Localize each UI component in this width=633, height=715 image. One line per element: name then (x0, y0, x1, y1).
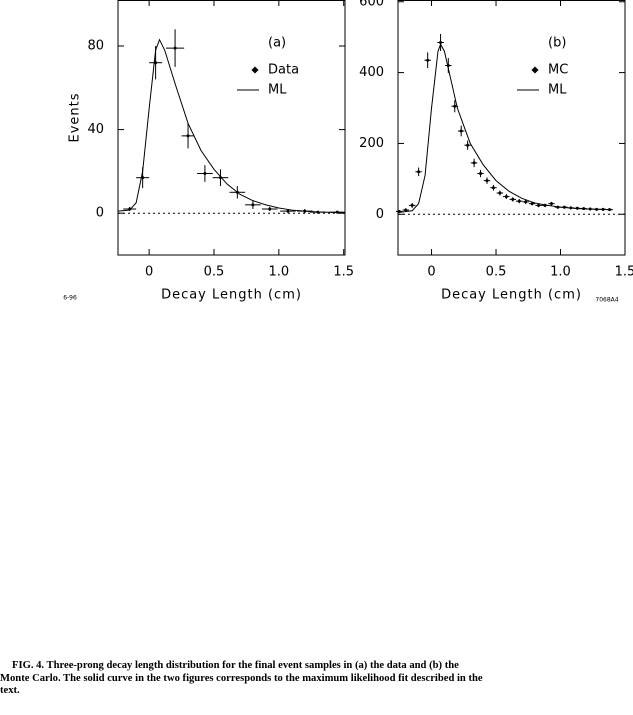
caption: FIG. 4. Three-prong decay length distrib… (0, 660, 633, 698)
data-point (537, 203, 541, 207)
legend-label: MC (548, 63, 568, 78)
figure-code: 7068A4 (595, 297, 618, 304)
data-point (286, 209, 290, 213)
plot-frame (397, 0, 626, 256)
data-point (524, 200, 528, 204)
caption-line: Monte Carlo. The solid curve in the two … (0, 672, 483, 684)
legend-label: ML (548, 83, 567, 98)
data-point (410, 203, 414, 207)
data-point (426, 58, 430, 62)
figure: 0 0.5 1.0 1.5 0 40 80 Decay Length (cm) Events (a… (63, 0, 633, 304)
legend-label: ML (268, 83, 287, 98)
y-tick-label: 400 (359, 65, 384, 80)
y-tick-label: 0 (96, 206, 104, 221)
data-point (404, 208, 408, 212)
data-point (498, 191, 502, 195)
data-point (459, 129, 463, 133)
legend-marker (531, 66, 539, 74)
data-point (479, 172, 483, 176)
fit-curve (117, 38, 344, 214)
x-tick-label: 0 (145, 265, 153, 280)
y-tick-label: 600 (359, 0, 384, 9)
caption-line: FIG. 4. Three-prong decay length distrib… (12, 660, 459, 671)
data-point (453, 104, 457, 108)
x-tick-label: 0 (427, 265, 435, 280)
data-point (186, 134, 190, 138)
data-point (466, 143, 470, 147)
data-point (504, 195, 508, 199)
caption-line: text. (0, 685, 20, 696)
x-tick-label: 1.0 (550, 265, 571, 280)
data-point (549, 202, 553, 206)
x-tick-label: 1.0 (269, 265, 290, 280)
data-point (517, 199, 521, 203)
y-axis-label: Events (68, 92, 83, 142)
x-tick-label: 1.5 (615, 265, 633, 280)
data-point (511, 197, 515, 201)
data-point (203, 171, 207, 175)
y-tick-label: 80 (87, 38, 104, 53)
y-tick-label: 0 (376, 207, 384, 222)
x-tick-label: 1.5 (333, 265, 354, 280)
data-point (154, 61, 158, 65)
data-point (417, 170, 421, 174)
data-point (251, 203, 255, 207)
x-axis-label: Decay Length (cm) (441, 288, 582, 303)
panel-label: (b) (548, 36, 566, 51)
data-point (472, 161, 476, 165)
y-tick-label: 200 (359, 136, 384, 151)
data-point (268, 207, 272, 211)
plot-frame (117, 0, 346, 256)
x-tick-label: 0.5 (204, 265, 225, 280)
fit-curve (397, 43, 613, 213)
x-axis-label: Decay Length (cm) (161, 288, 302, 303)
data-point (439, 41, 443, 44)
figure-code: 6-96 (63, 295, 77, 302)
data-point (485, 179, 489, 183)
x-tick-label: 0.5 (486, 265, 507, 280)
legend-label: Data (268, 63, 299, 78)
data-point (173, 46, 177, 50)
data-point (530, 202, 534, 206)
data-point (491, 186, 495, 190)
y-tick-label: 40 (87, 122, 104, 137)
panel-label: (a) (268, 36, 286, 51)
legend-marker (251, 66, 259, 74)
